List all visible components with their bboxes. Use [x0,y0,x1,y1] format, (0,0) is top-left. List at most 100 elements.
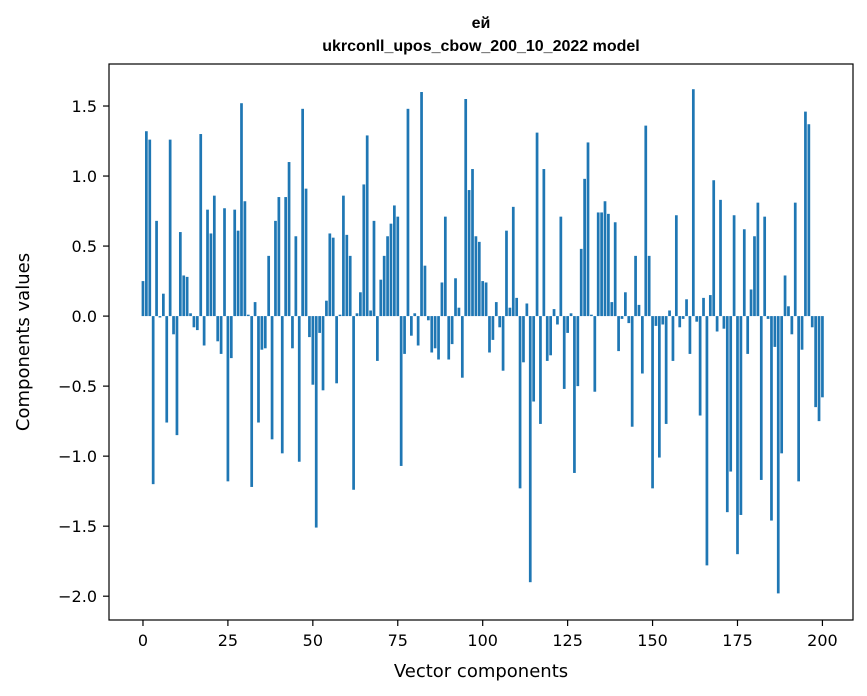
bar-116 [535,132,539,317]
y-tick-label: −1.0 [58,447,97,466]
bar-114 [528,316,532,583]
bar-62 [352,316,355,490]
bar-113 [525,303,529,317]
bar-187 [776,316,780,594]
bar-98 [474,236,478,317]
bar-172 [725,316,729,513]
bar-160 [685,299,688,317]
y-axis-label: Components values [13,253,34,431]
bar-57 [335,316,338,384]
x-axis: 0 25 50 75 100 125 150 175 200 [138,620,838,650]
bar-0 [141,281,145,317]
bar-198 [814,316,817,408]
bar-69 [376,316,379,361]
bar-36 [263,316,267,349]
bar-77 [403,316,406,354]
bar-4 [155,220,158,317]
bar-97 [471,169,474,317]
bar-103 [491,316,495,340]
bar-83 [423,265,427,317]
bar-87 [437,316,440,360]
bar-124 [562,316,566,389]
bar-37 [267,255,271,317]
bar-99 [477,241,481,317]
bar-134 [596,212,600,317]
bar-173 [729,316,733,472]
bar-125 [566,316,569,333]
bar-89 [443,216,447,317]
bar-92 [454,278,457,317]
bar-8 [168,139,172,317]
bar-16 [195,316,199,331]
bar-131 [586,142,590,317]
bar-180 [753,236,756,317]
bar-169 [715,316,719,332]
x-tick-label: 150 [637,631,668,650]
bar-72 [386,236,389,317]
y-axis: −2.0 −1.5 −1.0 −0.5 0.0 0.5 1.0 1.5 [58,97,109,606]
x-tick-label: 0 [138,631,148,650]
bar-115 [532,316,536,402]
bar-192 [793,202,797,317]
bar-110 [515,297,519,317]
bar-143 [627,316,631,324]
bar-96 [467,190,471,317]
y-tick-label: −0.5 [58,377,97,396]
bar-54 [325,300,328,317]
bar-178 [746,316,750,354]
bar-18 [202,316,206,346]
bar-12 [182,275,186,317]
bar-23 [219,316,223,354]
bar-183 [763,216,767,317]
bar-182 [759,316,763,480]
bar-31 [246,314,250,317]
bar-94 [460,316,464,378]
bar-136 [603,201,607,317]
bar-22 [216,316,220,342]
bar-191 [790,316,794,335]
bar-13 [185,276,189,317]
bar-171 [722,316,726,329]
bar-140 [617,316,620,352]
bar-147 [641,316,644,374]
bar-156 [671,316,675,361]
bar-80 [413,313,417,317]
bar-100 [481,281,485,317]
bar-20 [209,233,213,317]
bar-60 [345,234,349,317]
y-tick-label: 0.5 [72,237,97,256]
bar-196 [807,124,811,317]
bar-120 [549,316,552,356]
bar-76 [399,316,403,466]
x-tick-label: 175 [722,631,753,650]
bar-26 [229,316,233,359]
bar-91 [450,316,454,345]
chart-title: ей [472,15,491,32]
bar-50 [311,316,315,385]
bar-85 [430,316,434,353]
bar-70 [379,279,383,317]
bar-176 [739,316,743,515]
bar-34 [257,316,260,423]
bar-108 [508,307,512,317]
bar-152 [658,316,661,458]
bar-186 [773,316,777,347]
bar-150 [651,316,654,489]
bar-157 [674,215,678,317]
bar-53 [321,316,325,391]
bar-93 [457,307,461,317]
bar-161 [688,316,692,354]
bar-189 [783,275,787,317]
bar-39 [274,220,277,317]
bar-66 [365,135,369,317]
bar-65 [362,184,366,317]
x-tick-label: 75 [388,631,408,650]
bar-28 [236,230,240,317]
x-tick-label: 200 [807,631,838,650]
bar-30 [243,201,247,317]
bar-164 [698,316,702,416]
bar-58 [338,314,342,317]
bar-170 [719,199,722,317]
bar-141 [620,316,624,319]
bar-139 [613,222,617,317]
